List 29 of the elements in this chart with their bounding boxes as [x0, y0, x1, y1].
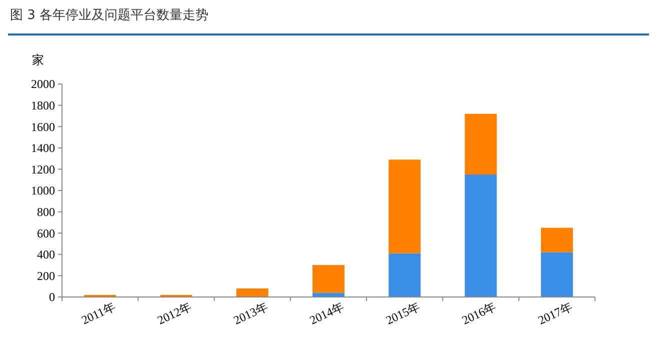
y-tick-label: 400	[37, 248, 55, 262]
bar	[540, 252, 573, 297]
x-tick-label: 2016年	[460, 299, 498, 328]
bar	[464, 174, 497, 297]
bar	[540, 228, 573, 252]
y-tick-label: 0	[49, 290, 55, 304]
y-axis-title: 家	[32, 53, 44, 67]
x-tick-label: 2015年	[384, 299, 422, 328]
x-tick-label: 2014年	[308, 299, 346, 328]
y-tick-label: 1800	[31, 98, 55, 112]
bar	[388, 253, 421, 297]
bar	[312, 265, 344, 293]
x-tick-label: 2013年	[231, 299, 270, 328]
y-tick-label: 1000	[31, 184, 55, 198]
y-tick-label: 200	[37, 268, 55, 283]
y-tick-label: 2000	[31, 77, 55, 92]
bar	[464, 114, 497, 175]
y-tick-label: 1200	[31, 162, 55, 176]
x-tick-label: 2017年	[536, 299, 575, 328]
bar	[312, 292, 344, 297]
x-tick-label: 2011年	[79, 300, 118, 328]
x-tick-label: 2012年	[155, 299, 194, 328]
y-tick-label: 600	[37, 226, 55, 240]
bar	[388, 160, 421, 254]
bar	[236, 288, 268, 297]
chart-title: 图 3 各年停业及问题平台数量走势	[10, 8, 209, 23]
y-tick-label: 1400	[31, 141, 55, 156]
y-tick-label: 1600	[31, 120, 55, 134]
y-tick-label: 800	[37, 205, 55, 219]
